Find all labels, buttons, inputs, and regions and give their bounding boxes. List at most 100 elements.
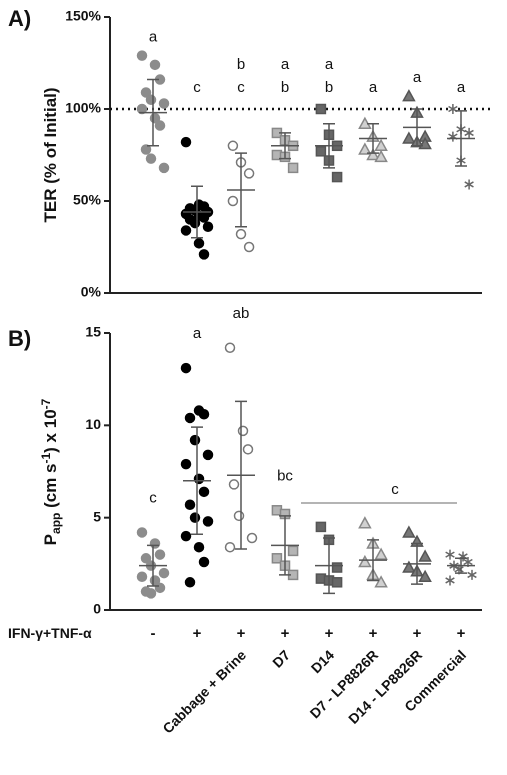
point bbox=[145, 588, 157, 599]
point bbox=[243, 241, 255, 253]
y-tick-label: 0 bbox=[93, 601, 101, 617]
point bbox=[149, 538, 161, 549]
point bbox=[158, 567, 170, 579]
significance-letter: c bbox=[391, 481, 399, 498]
significance-letter: a bbox=[369, 79, 378, 96]
point bbox=[287, 545, 299, 557]
significance-letter: ab bbox=[233, 305, 250, 322]
point bbox=[227, 195, 239, 207]
x-tick-label: D14 bbox=[308, 647, 338, 677]
point bbox=[464, 127, 474, 138]
point bbox=[198, 409, 210, 420]
point bbox=[315, 521, 327, 533]
point bbox=[198, 212, 210, 223]
point bbox=[418, 549, 432, 562]
point bbox=[315, 103, 327, 115]
point bbox=[458, 551, 468, 562]
point bbox=[184, 577, 196, 588]
point bbox=[418, 569, 432, 583]
point bbox=[227, 140, 239, 152]
y-tick-label: 0% bbox=[81, 284, 102, 300]
point bbox=[315, 146, 327, 157]
sd-bar bbox=[323, 122, 335, 169]
treatment-sign: + bbox=[325, 625, 334, 642]
significance-letter: c bbox=[193, 79, 201, 96]
treatment-sign: + bbox=[369, 625, 378, 642]
point bbox=[402, 131, 416, 144]
point bbox=[358, 142, 372, 155]
point bbox=[158, 98, 170, 109]
significance-letter: b bbox=[325, 79, 333, 96]
point bbox=[136, 571, 148, 583]
y-tick-label: 50% bbox=[73, 192, 102, 208]
panel-label: B) bbox=[8, 326, 31, 351]
point bbox=[180, 225, 192, 236]
point bbox=[233, 510, 245, 522]
point bbox=[198, 556, 210, 568]
treatment-sign: + bbox=[237, 625, 246, 642]
point bbox=[235, 228, 247, 240]
point bbox=[193, 238, 205, 249]
sd-bar bbox=[411, 108, 423, 147]
point bbox=[198, 486, 210, 498]
sd-bar bbox=[367, 122, 379, 154]
point bbox=[242, 444, 254, 455]
y-label-part: (cm s bbox=[41, 464, 60, 513]
point bbox=[180, 458, 192, 470]
point bbox=[237, 425, 249, 437]
point bbox=[136, 103, 148, 115]
point bbox=[331, 577, 343, 588]
point bbox=[445, 575, 455, 586]
sd-bar bbox=[235, 152, 247, 228]
point bbox=[243, 168, 255, 179]
y-axis-label: TER (% of Initial) bbox=[41, 87, 60, 222]
point bbox=[154, 549, 166, 560]
y-label-part: -7 bbox=[39, 398, 53, 409]
y-tick-label: 5 bbox=[93, 508, 101, 524]
y-label-part: P bbox=[41, 534, 60, 545]
point bbox=[331, 562, 343, 573]
y-axis-label: Papp (cm s-1) x 10-7 bbox=[39, 398, 63, 545]
sd-bar bbox=[147, 544, 159, 587]
sd-bar bbox=[235, 400, 247, 550]
point bbox=[402, 89, 416, 102]
sd-bar bbox=[323, 537, 335, 595]
point bbox=[198, 249, 210, 260]
significance-letter: a bbox=[325, 56, 334, 73]
point bbox=[202, 449, 214, 461]
point bbox=[180, 362, 192, 374]
x-tick-label: D7 bbox=[269, 647, 293, 671]
sd-bar bbox=[147, 78, 159, 147]
point bbox=[184, 499, 196, 510]
treatment-sign: + bbox=[281, 625, 290, 642]
point bbox=[140, 553, 152, 564]
sd-bar bbox=[191, 185, 203, 239]
significance-letter: a bbox=[457, 79, 466, 96]
point bbox=[180, 136, 192, 148]
y-tick-label: 10 bbox=[85, 416, 101, 432]
point bbox=[189, 217, 201, 229]
sd-bar bbox=[279, 132, 291, 160]
sd-bar bbox=[455, 110, 467, 167]
point bbox=[202, 221, 214, 233]
point bbox=[228, 479, 240, 490]
treatment-sign: - bbox=[151, 625, 156, 642]
panel-label: A) bbox=[8, 6, 31, 31]
point bbox=[445, 549, 455, 560]
point bbox=[189, 434, 201, 446]
sd-bar bbox=[455, 557, 467, 574]
point bbox=[193, 541, 205, 553]
point bbox=[246, 532, 258, 544]
point bbox=[271, 553, 283, 564]
sd-bar bbox=[367, 539, 379, 582]
point bbox=[184, 412, 196, 424]
point bbox=[145, 94, 157, 106]
point bbox=[140, 144, 152, 155]
point bbox=[202, 516, 214, 527]
significance-letter: a bbox=[193, 325, 202, 342]
treatment-sign: + bbox=[457, 625, 466, 642]
point bbox=[358, 516, 372, 529]
point bbox=[366, 147, 380, 161]
